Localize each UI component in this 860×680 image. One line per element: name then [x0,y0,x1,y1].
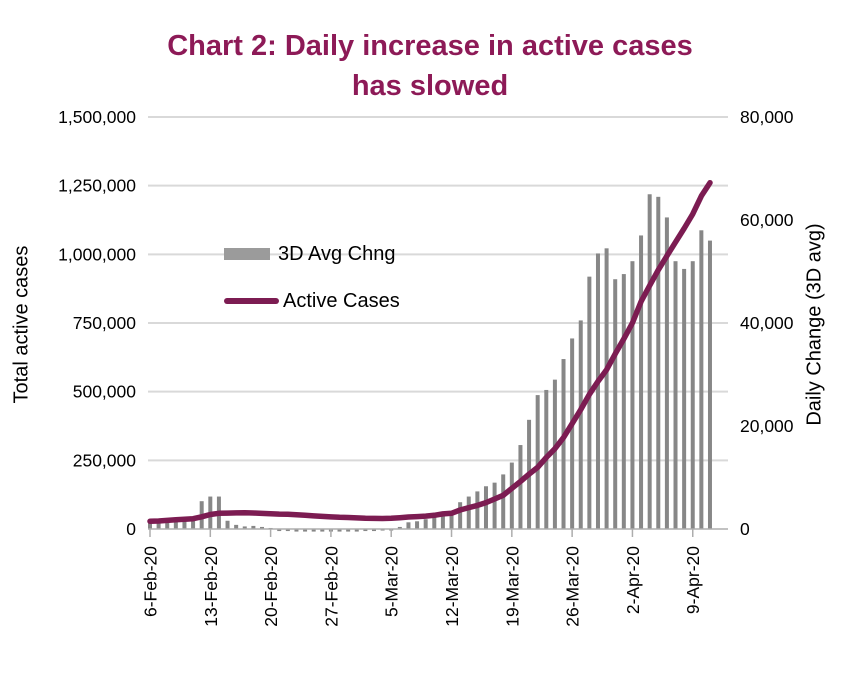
left-tick-label: 750,000 [73,313,137,333]
chart-title-line2: has slowed [351,70,509,102]
bar [475,491,480,529]
bar [440,515,445,529]
right-tick-label: 0 [740,519,750,539]
bar [673,261,678,529]
bar [432,517,437,529]
bar [259,526,264,529]
x-tick-label: 6-Feb-20 [141,546,161,617]
bar [483,486,488,529]
left-tick-label: 1,250,000 [58,176,136,196]
bar [371,529,376,532]
bar [621,274,626,529]
left-tick-label: 1,000,000 [58,244,136,264]
bar [518,445,523,529]
x-tick-label: 19-Mar-20 [502,546,522,627]
bar [363,529,368,532]
x-tick-label: 13-Feb-20 [201,546,221,627]
bar [570,338,575,529]
x-tick-label: 5-Mar-20 [382,546,402,617]
bar [501,474,506,529]
bar [561,359,566,529]
bar [234,524,239,529]
bar [294,529,299,532]
left-axis-ticks: 0 250,000 500,000 750,000 1,000,000 1,250,000… [58,107,136,539]
right-tick-label: 80,000 [740,107,794,127]
bar [690,261,695,529]
bar [380,529,385,531]
bar [311,529,316,532]
bar [165,520,170,529]
right-tick-label: 20,000 [740,416,794,436]
bar [251,525,256,529]
bar [458,502,463,529]
bar [346,529,351,532]
bar [466,496,471,529]
bar [449,510,454,529]
bar [647,194,652,529]
bar [182,521,187,529]
right-tick-label: 60,000 [740,210,794,230]
bar [242,526,247,529]
bar [587,276,592,529]
bar [148,521,152,529]
bar [578,320,583,529]
bar [509,462,514,529]
line-series-active-cases [147,179,713,525]
bar [277,529,282,532]
bar [191,520,196,529]
chart-title: Chart 2: Daily increase in active cases … [0,26,860,106]
x-tick-label: 26-Mar-20 [563,546,583,627]
bar [406,522,411,529]
bar [699,230,704,530]
x-axis: 6-Feb-20 13-Feb-20 20-Feb-20 27-Feb-20 5-Mar… [141,528,728,627]
bar [595,253,600,529]
legend-item-line: Active Cases [224,289,400,313]
bar [397,526,402,529]
bar [492,482,497,529]
bar [423,519,428,529]
x-tick-label: 20-Feb-20 [261,546,281,627]
x-tick-label: 27-Feb-20 [321,546,341,627]
bar [656,196,661,529]
line-series-swatch [224,298,279,304]
bar [639,235,644,529]
bar [552,379,557,529]
bar-series-swatch [224,248,270,260]
right-tick-label: 40,000 [740,313,794,333]
bar [285,529,290,532]
x-tick-label: 12-Mar-20 [442,546,462,627]
bar [337,529,342,532]
x-tick-label: 9-Apr-20 [683,546,703,614]
bar [156,521,161,529]
right-axis-ticks: 0 20,000 40,000 60,000 80,000 [740,107,794,539]
bar [664,217,669,530]
left-axis-title: Total active cases [10,245,33,404]
left-tick-label: 500,000 [73,382,137,402]
left-tick-label: 250,000 [73,450,137,470]
left-tick-label: 1,500,000 [58,107,136,127]
bar [535,395,540,529]
bar-series-3d-avg-chng [148,194,712,532]
bar [354,529,359,532]
legend-item-bars: 3D Avg Chng [224,242,400,266]
bar [173,521,178,529]
bar [613,279,618,529]
bar [225,520,230,529]
chart-title-line1: Chart 2: Daily increase in active cases [167,30,693,62]
legend: 3D Avg Chng Active Cases [224,242,400,336]
line-series-label: Active Cases [283,289,400,312]
bar [320,529,325,532]
bar [303,529,308,532]
x-tick-label: 2-Apr-20 [623,546,643,614]
right-axis-title: Daily Change (3D avg) [803,223,826,426]
bar [415,521,420,529]
left-tick-label: 0 [126,519,136,539]
bar [682,268,687,529]
bar-series-label: 3D Avg Chng [278,242,396,265]
bar [707,240,712,529]
bar [630,261,635,529]
bar [604,248,609,529]
